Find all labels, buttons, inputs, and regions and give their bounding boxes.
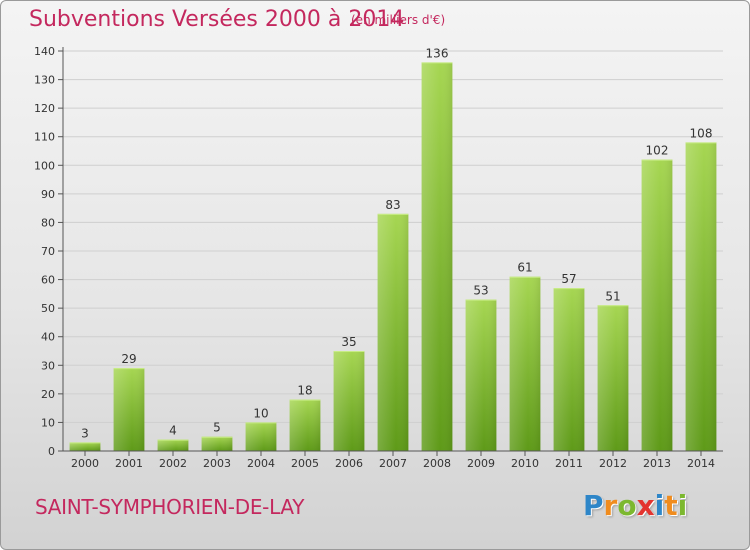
- data-label: 18: [297, 384, 312, 398]
- y-tick-label: 70: [41, 245, 55, 258]
- x-tick-label: 2000: [71, 457, 99, 470]
- bar-shade: [553, 288, 585, 451]
- data-label: 5: [213, 421, 221, 435]
- y-tick-label: 20: [41, 388, 55, 401]
- y-tick-label: 110: [34, 131, 55, 144]
- y-tick-label: 120: [34, 102, 55, 115]
- chart-title: Subventions Versées 2000 à 2014: [29, 7, 405, 32]
- data-label: 61: [517, 261, 532, 275]
- bar-shade: [597, 305, 629, 451]
- y-tick-label: 30: [41, 359, 55, 372]
- y-tick-label: 90: [41, 188, 55, 201]
- y-tick-label: 100: [34, 159, 55, 172]
- x-tick-label: 2012: [599, 457, 627, 470]
- x-tick-label: 2011: [555, 457, 583, 470]
- y-tick-label: 80: [41, 216, 55, 229]
- x-tick-label: 2008: [423, 457, 451, 470]
- x-tick-label: 2007: [379, 457, 407, 470]
- bar-shade: [113, 368, 145, 451]
- y-tick-label: 40: [41, 331, 55, 344]
- x-tick-label: 2001: [115, 457, 143, 470]
- logo-letter: o: [617, 489, 637, 522]
- y-tick-label: 0: [48, 445, 55, 458]
- bar-shade: [465, 299, 497, 451]
- data-label: 51: [605, 289, 620, 303]
- bar-shade: [509, 276, 541, 451]
- x-tick-label: 2014: [687, 457, 715, 470]
- logo-letter: t: [664, 489, 678, 522]
- x-tick-label: 2004: [247, 457, 275, 470]
- bar-shade: [421, 62, 453, 452]
- bar-shade: [685, 142, 717, 451]
- x-tick-label: 2003: [203, 457, 231, 470]
- y-tick-label: 10: [41, 416, 55, 429]
- x-tick-label: 2013: [643, 457, 671, 470]
- logo-letter: i: [677, 489, 688, 522]
- x-tick-label: 2009: [467, 457, 495, 470]
- bar-shade: [69, 442, 101, 451]
- bars: 3 29 4 5 10 18 35 83 136 53 61 57 51 102 108: [69, 46, 717, 452]
- bar-shade: [641, 159, 673, 452]
- bar-shade: [289, 399, 321, 451]
- proxiti-logo[interactable]: Proxiti: [583, 489, 687, 522]
- bar-shade: [333, 351, 365, 451]
- data-label: 108: [690, 126, 713, 140]
- x-tick-label: 2005: [291, 457, 319, 470]
- chart-subtitle: (en milliers d'€): [351, 13, 446, 27]
- place-name: SAINT-SYMPHORIEN-DE-LAY: [35, 495, 305, 519]
- logo-letter: P: [583, 489, 604, 522]
- data-label: 102: [646, 144, 669, 158]
- data-label: 3: [81, 426, 89, 440]
- y-tick-label: 50: [41, 302, 55, 315]
- x-tick-label: 2010: [511, 457, 539, 470]
- x-tick-label: 2006: [335, 457, 363, 470]
- data-label: 10: [253, 406, 268, 420]
- logo-letter: i: [654, 489, 665, 522]
- bar-shade: [201, 436, 233, 451]
- data-label: 29: [121, 352, 136, 366]
- data-label: 53: [473, 284, 488, 298]
- bar-shade: [157, 439, 189, 451]
- data-label: 4: [169, 424, 177, 438]
- axes: 0 10 20 30 40 50 60 70 80 90 100 110 120 130 140 2000 20…: [34, 45, 723, 470]
- bar-shade: [245, 422, 277, 451]
- data-label: 35: [341, 335, 356, 349]
- y-tick-label: 60: [41, 274, 55, 287]
- data-label: 136: [426, 46, 449, 60]
- y-tick-label: 140: [34, 45, 55, 58]
- logo-letter: r: [603, 489, 618, 522]
- logo-letter: x: [636, 489, 655, 522]
- x-tick-label: 2002: [159, 457, 187, 470]
- y-tick-label: 130: [34, 74, 55, 87]
- data-label: 83: [385, 198, 400, 212]
- data-label: 57: [561, 272, 576, 286]
- bar-shade: [377, 213, 409, 451]
